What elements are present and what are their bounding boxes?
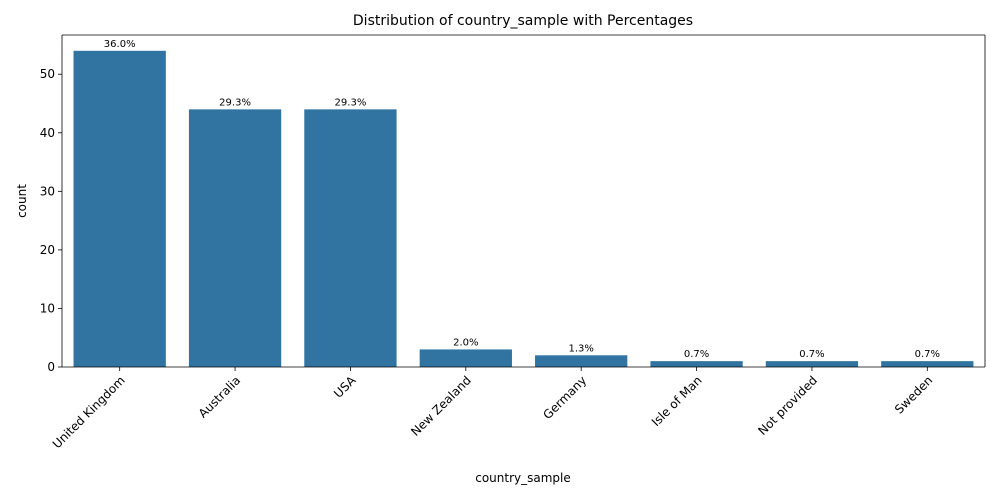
x-tick-label: United Kingdom [50, 373, 128, 451]
bar-not-provided [765, 361, 859, 367]
y-tick-label: 50 [40, 67, 55, 81]
data-labels-group: 36.0% 29.3% 29.3% 2.0% 1.3% 0.7% 0.7% 0.7% [104, 39, 940, 360]
x-tick-label: Sweden [892, 373, 935, 416]
bar-sweden [881, 361, 974, 367]
data-label: 0.7% [915, 349, 940, 360]
bars-group [73, 50, 974, 368]
y-tick-label: 40 [40, 126, 55, 140]
x-tick-label: Australia [196, 373, 243, 420]
data-label: 1.3% [568, 343, 593, 354]
bar-australia [188, 109, 282, 368]
y-axis-label: count [15, 184, 29, 218]
x-tick-label: Isle of Man [649, 373, 705, 429]
bar-usa [304, 109, 397, 368]
x-tick-label: USA [331, 373, 359, 401]
x-tick-label: Not provided [755, 373, 820, 438]
x-tick-label: Germany [540, 373, 589, 422]
data-label: 29.3% [219, 97, 251, 108]
data-label: 0.7% [684, 349, 709, 360]
x-tick-label: New Zealand [408, 373, 474, 439]
axes-frame [61, 34, 986, 368]
x-axis-ticks: United Kingdom Australia USA New Zealand Ger… [50, 367, 935, 451]
data-label: 0.7% [799, 349, 824, 360]
y-tick-label: 30 [40, 184, 55, 198]
data-label: 36.0% [104, 39, 136, 50]
bar-new-zealand [419, 349, 512, 367]
bar-united-kingdom [73, 50, 166, 368]
data-label: 2.0% [453, 337, 478, 348]
x-axis-label: country_sample [475, 471, 571, 485]
y-tick-label: 0 [47, 360, 55, 374]
data-label: 29.3% [335, 97, 367, 108]
bar-isle-of-man [650, 361, 743, 367]
y-axis-ticks: 0 10 20 30 40 50 [40, 67, 62, 374]
y-tick-label: 10 [40, 301, 55, 315]
chart-title: Distribution of country_sample with Perc… [353, 13, 693, 29]
bar-germany [535, 355, 628, 367]
y-tick-label: 20 [40, 243, 55, 257]
